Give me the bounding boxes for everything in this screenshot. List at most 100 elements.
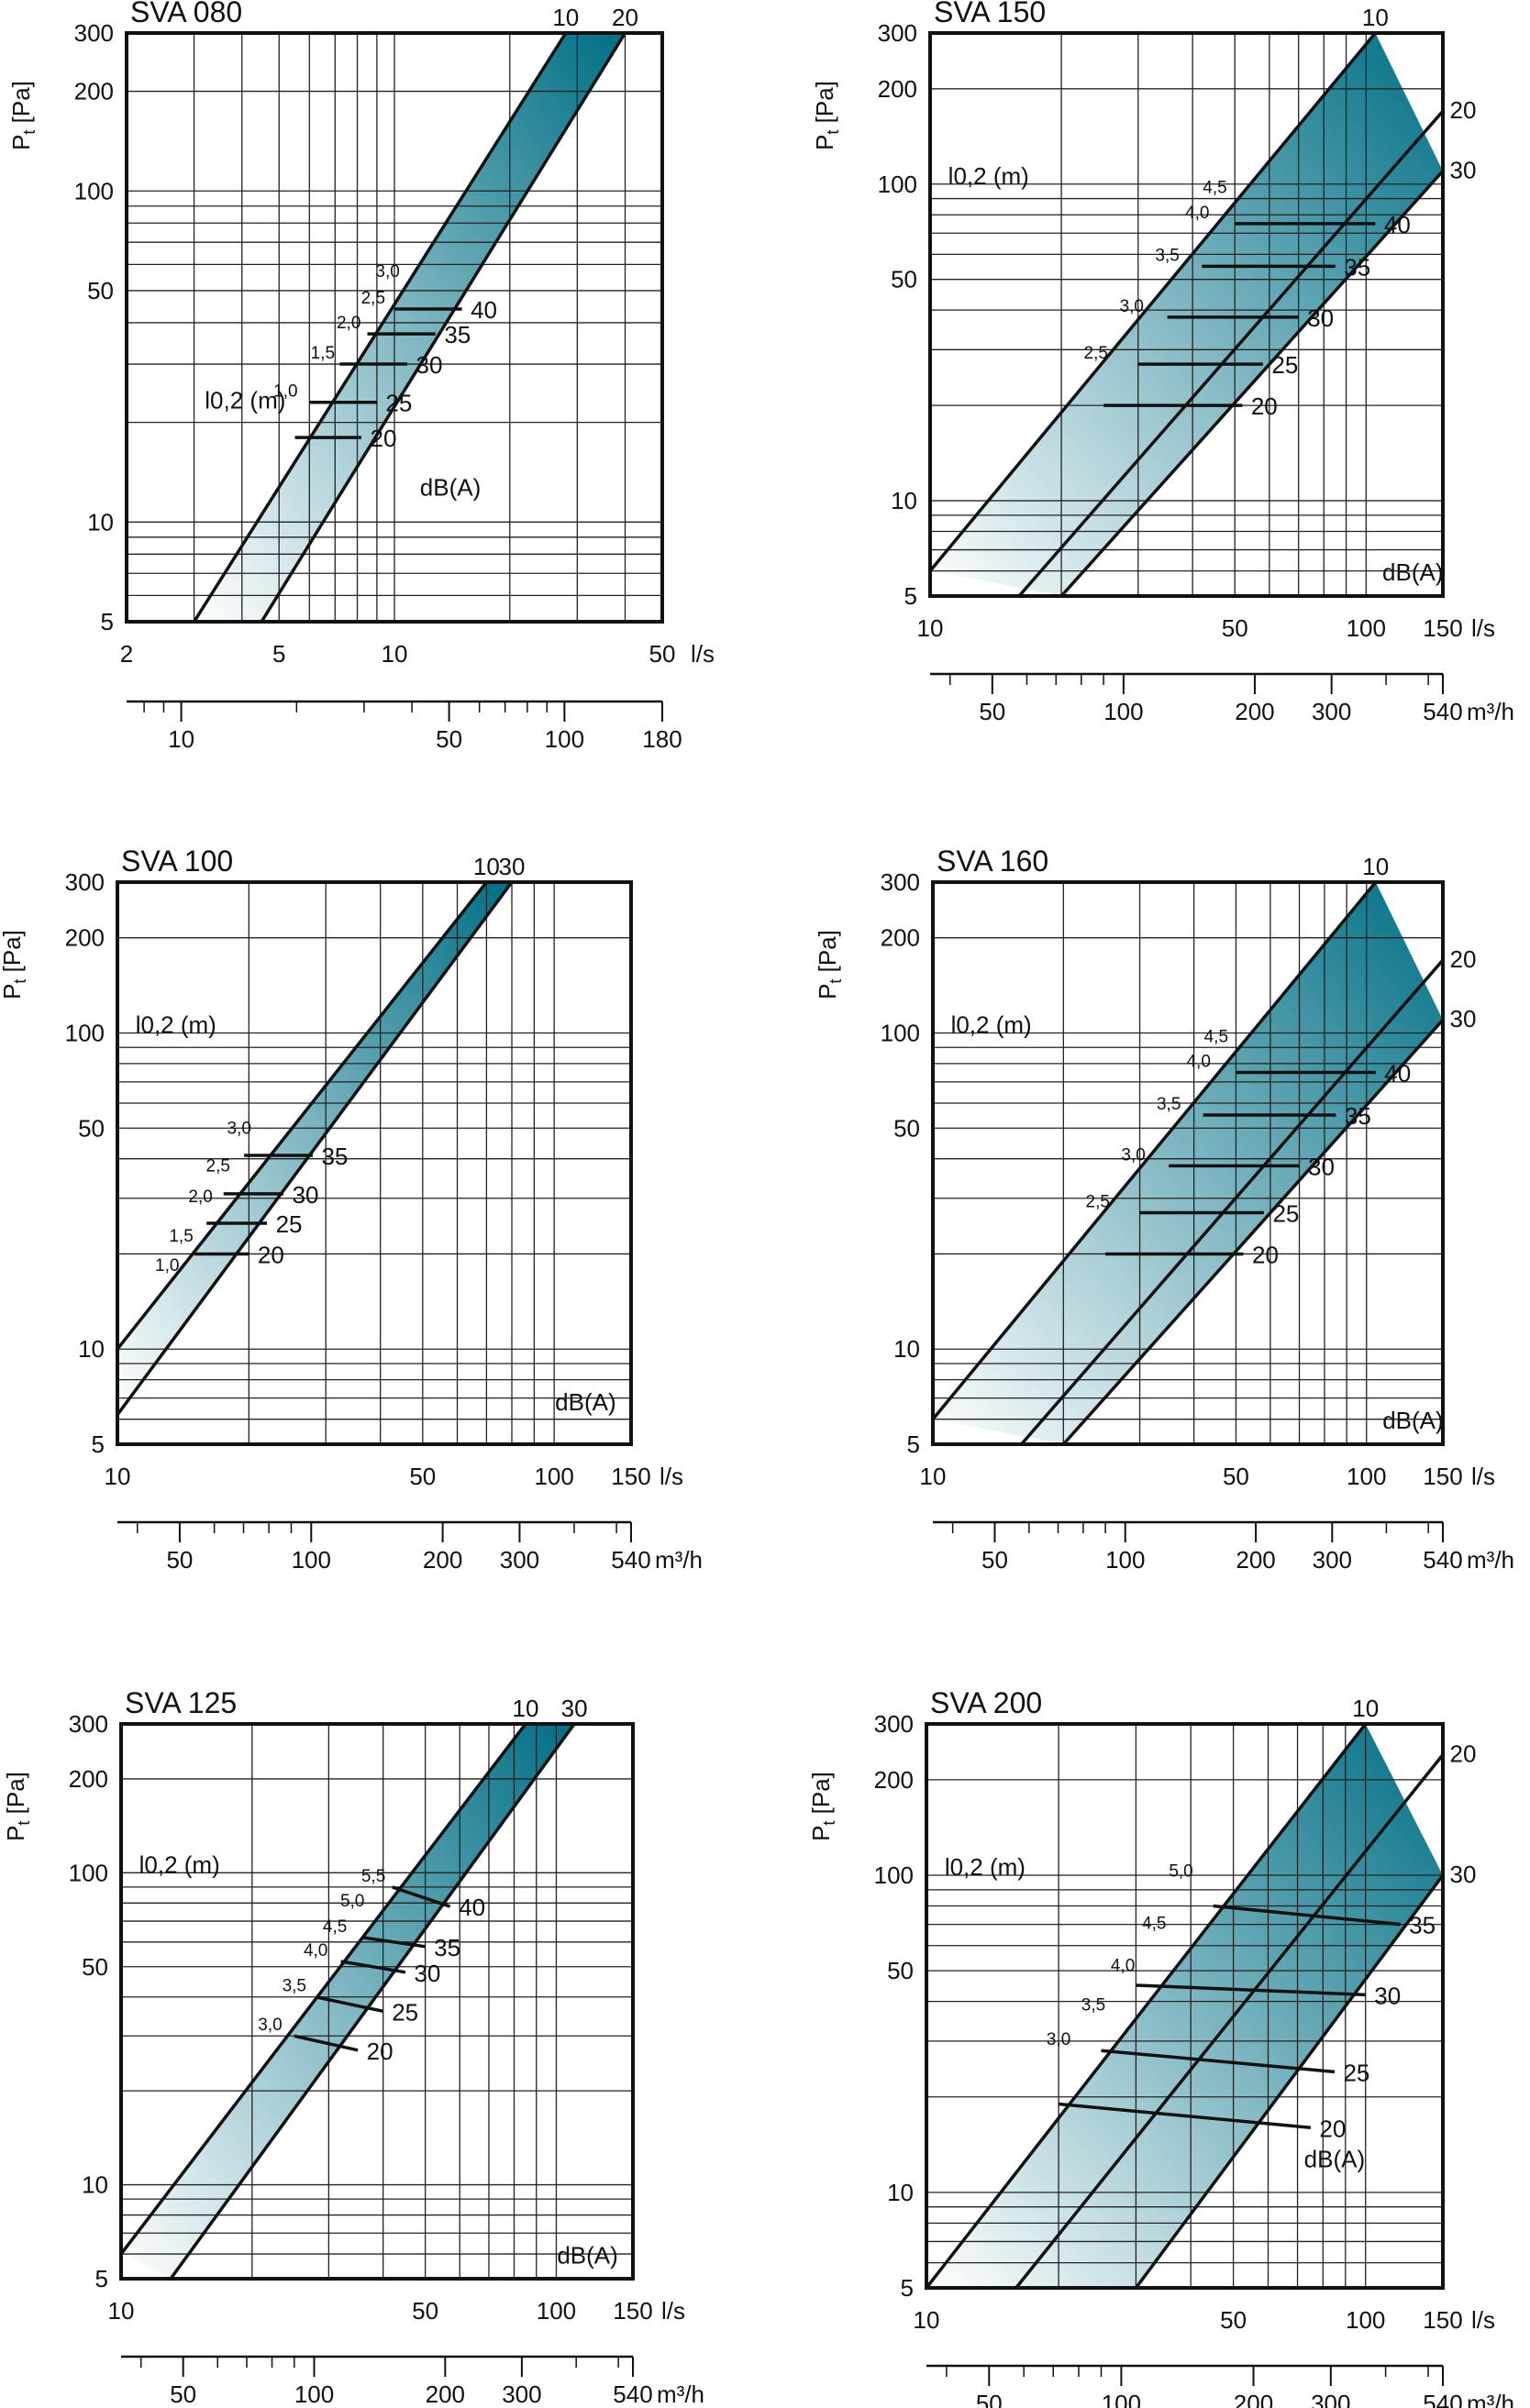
y-tick-label: 10 bbox=[891, 487, 917, 514]
y-tick-label: 10 bbox=[887, 2179, 914, 2206]
plot-frame bbox=[125, 31, 664, 624]
secondary-tick-label: 50 bbox=[976, 2390, 1003, 2408]
curve-label: 30 bbox=[561, 1695, 588, 1722]
x-tick-label: 10 bbox=[108, 2297, 135, 2325]
throw-mark-label: 2,5 bbox=[206, 1157, 230, 1176]
y-tick-label: 50 bbox=[893, 1114, 920, 1142]
chart-title: SVA 125 bbox=[125, 1686, 237, 1719]
throw-mark-label: 3,5 bbox=[283, 1977, 306, 1996]
y-axis-label: Pt [Pa] bbox=[7, 81, 39, 150]
y-axis-label: Pt [Pa] bbox=[811, 81, 842, 150]
secondary-tick-label: 200 bbox=[426, 2380, 465, 2408]
secondary-tick-label: 100 bbox=[292, 1546, 331, 1574]
dba-legend-label: dB(A) bbox=[420, 474, 481, 502]
dba-isoline-label: 20 bbox=[371, 425, 397, 452]
dba-isoline bbox=[294, 2034, 359, 2052]
throw-curve bbox=[1062, 1019, 1443, 1444]
secondary-tick-label: 200 bbox=[423, 1546, 462, 1574]
secondary-tick-label: 100 bbox=[1102, 2390, 1141, 2408]
throw-legend-label: l0,2 (m) bbox=[951, 1011, 1032, 1038]
dba-isoline bbox=[1101, 2049, 1336, 2074]
throw-mark-label: 4,5 bbox=[1203, 179, 1226, 198]
dba-isoline-label: 30 bbox=[1307, 304, 1334, 332]
y-tick-label: 200 bbox=[74, 78, 114, 105]
x-tick-label: 50 bbox=[409, 1463, 436, 1490]
secondary-axis-unit: m³/h bbox=[1467, 698, 1514, 725]
throw-curve bbox=[193, 33, 568, 622]
y-tick-label: 10 bbox=[87, 508, 114, 536]
throw-mark-label: 1,5 bbox=[311, 344, 335, 363]
dba-isoline-label: 20 bbox=[258, 1241, 284, 1268]
y-tick-label: 100 bbox=[65, 1019, 105, 1046]
dba-isoline-label: 20 bbox=[1252, 1241, 1279, 1268]
curve-label: 30 bbox=[499, 853, 526, 880]
throw-mark-label: 3,0 bbox=[258, 2016, 282, 2035]
y-tick-label: 300 bbox=[65, 868, 105, 896]
y-axis-label: Pt [Pa] bbox=[2, 1772, 33, 1841]
y-tick-label: 100 bbox=[874, 1861, 914, 1889]
secondary-tick-label: 200 bbox=[1236, 1546, 1275, 1574]
throw-mark-label: 3,5 bbox=[1157, 1095, 1181, 1114]
throw-legend-label: l0,2 (m) bbox=[139, 1850, 220, 1878]
y-tick-label: 200 bbox=[65, 924, 105, 952]
x-tick-label: 50 bbox=[1222, 614, 1248, 642]
curve-label: 10 bbox=[473, 853, 500, 880]
chart-title: SVA 150 bbox=[934, 0, 1046, 28]
secondary-tick-label: 50 bbox=[170, 2380, 196, 2408]
y-tick-label: 5 bbox=[92, 1430, 105, 1458]
throw-mark-label: 4,0 bbox=[304, 1941, 327, 1961]
y-tick-label: 300 bbox=[69, 1710, 108, 1738]
plot-frame bbox=[925, 1722, 1445, 2290]
throw-curve bbox=[930, 33, 1377, 572]
throw-curve bbox=[1059, 170, 1443, 596]
y-tick-label: 200 bbox=[69, 1765, 108, 1793]
y-tick-label: 5 bbox=[101, 608, 114, 635]
throw-curve bbox=[933, 882, 1378, 1420]
throw-curve bbox=[260, 33, 627, 622]
x-tick-label: 100 bbox=[534, 1463, 573, 1490]
dba-isoline-label: 25 bbox=[1272, 1200, 1299, 1228]
secondary-tick-label: 300 bbox=[1313, 1546, 1352, 1574]
throw-mark-label: 1,0 bbox=[273, 382, 297, 402]
secondary-tick-label: 50 bbox=[979, 698, 1005, 725]
x-tick-label: 100 bbox=[537, 2297, 576, 2325]
secondary-tick-label: 100 bbox=[1103, 698, 1143, 725]
dba-isoline bbox=[362, 1936, 426, 1949]
throw-mark-label: 4,5 bbox=[1142, 1915, 1166, 1934]
y-tick-label: 200 bbox=[878, 75, 917, 103]
secondary-tick-label: 100 bbox=[294, 2380, 334, 2408]
x-tick-label: 50 bbox=[1223, 1463, 1249, 1490]
throw-mark-label: 3,0 bbox=[1047, 2030, 1070, 2049]
y-tick-label: 100 bbox=[74, 177, 114, 204]
dba-isoline-label: 30 bbox=[293, 1181, 319, 1209]
throw-mark-label: 3,0 bbox=[227, 1120, 251, 1139]
throw-curve bbox=[117, 882, 488, 1351]
chart-title: SVA 080 bbox=[130, 0, 242, 28]
dba-isoline-label: 30 bbox=[414, 1960, 440, 1987]
dba-isoline bbox=[315, 1995, 384, 2014]
throw-curve bbox=[1134, 1873, 1443, 2288]
curve-label: 20 bbox=[612, 4, 638, 31]
chart-panel: 10 20 30 20 25 30 35 40 2,5 3,0 3,5 4,0 4,5 SVA 150 Pt… bbox=[811, 0, 1514, 725]
dba-isoline-label: 30 bbox=[1308, 1153, 1335, 1180]
throw-curve bbox=[1014, 1753, 1443, 2288]
throw-mark-label: 3,5 bbox=[1081, 1995, 1105, 2015]
y-tick-label: 10 bbox=[893, 1335, 920, 1363]
throw-legend-label: l0,2 (m) bbox=[945, 1853, 1026, 1881]
curve-label: 20 bbox=[1450, 945, 1477, 973]
y-tick-label: 5 bbox=[904, 582, 917, 610]
throw-mark-label: 2,5 bbox=[361, 289, 385, 308]
x-tick-label: 2 bbox=[120, 640, 133, 668]
chart-title: SVA 160 bbox=[937, 845, 1048, 878]
dba-isoline-label: 25 bbox=[1343, 2059, 1369, 2086]
secondary-tick-label: 540 bbox=[1423, 1546, 1462, 1574]
curve-label: 10 bbox=[513, 1695, 539, 1722]
dba-isoline bbox=[1058, 2102, 1312, 2130]
dba-isoline-label: 35 bbox=[321, 1143, 348, 1170]
throw-mark-label: 4,5 bbox=[323, 1917, 347, 1937]
y-tick-label: 300 bbox=[874, 1710, 914, 1738]
x-tick-label: 5 bbox=[272, 640, 285, 668]
dba-isoline-label: 20 bbox=[367, 2038, 394, 2065]
